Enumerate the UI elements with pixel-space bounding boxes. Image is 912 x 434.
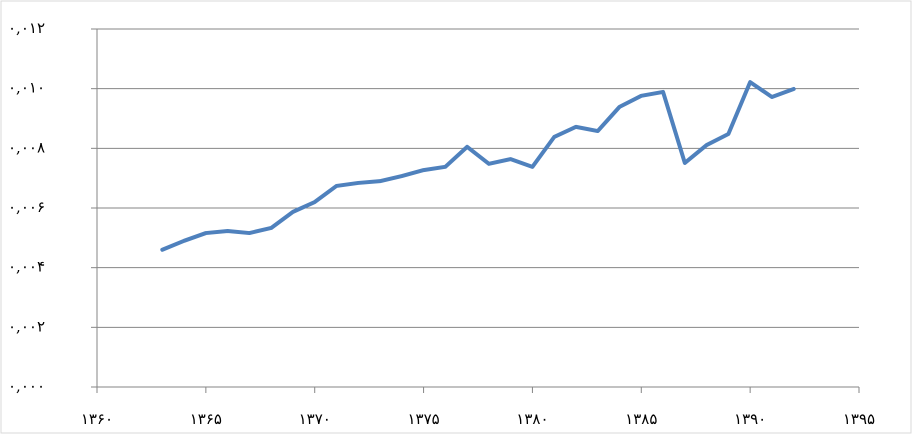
- y-tick-label: ۰,۰۱۰: [8, 79, 45, 97]
- y-tick-label: ۰,۰۰۰: [8, 377, 45, 395]
- y-tick-label: ۰,۰۱۲: [8, 19, 45, 37]
- x-tick-label: ۱۳۶۰: [81, 410, 113, 428]
- x-tick-label: ۱۳۹۵: [843, 410, 875, 428]
- x-tick-label: ۱۳۹۰: [734, 410, 766, 428]
- x-tick-label: ۱۳۶۵: [190, 410, 222, 428]
- data-line: [160, 80, 796, 252]
- y-tick-label: ۰,۰۰۲: [8, 317, 45, 335]
- x-tick-label: ۱۳۷۵: [407, 410, 439, 428]
- x-tick-label: ۱۳۸۰: [516, 410, 548, 428]
- y-tick-label: ۰,۰۰۸: [8, 138, 45, 156]
- y-tick-label: ۰,۰۰۴: [8, 258, 45, 276]
- x-tick-label: ۱۳۷۰: [299, 410, 331, 428]
- y-tick-label: ۰,۰۰۶: [8, 198, 45, 216]
- x-tick-label: ۱۳۸۵: [625, 410, 657, 428]
